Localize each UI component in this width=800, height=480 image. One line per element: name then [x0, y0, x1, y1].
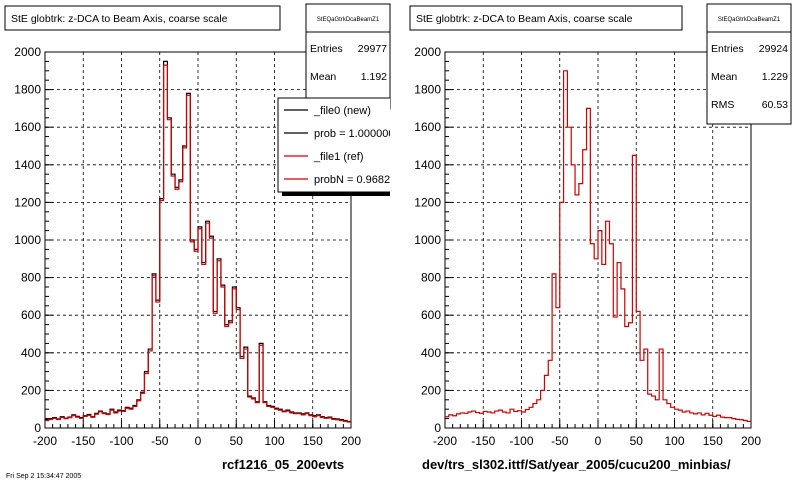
- stats-box: [706, 3, 792, 125]
- x-tick-label: -100: [109, 434, 133, 448]
- y-tick-label: 1200: [14, 195, 41, 209]
- x-tick-label: 50: [630, 434, 644, 448]
- y-tick-label: 1800: [414, 83, 441, 97]
- stats-value: 1.192: [361, 71, 387, 83]
- legend-box: [277, 97, 390, 193]
- stats-label: Mean: [310, 71, 336, 83]
- legend-entry-label: _file0 (new): [313, 105, 371, 117]
- x-tick-label: -50: [151, 434, 169, 448]
- y-tick-label: 1400: [14, 158, 41, 172]
- legend-entry-label: probN = 0.968221: [314, 174, 402, 186]
- y-tick-label: 1600: [414, 120, 441, 134]
- stats-value: 29977: [358, 43, 387, 55]
- chart-panel-1: -200 -150 -100 -50 0 50 100 150 2000200400600800…: [4, 3, 402, 480]
- y-tick-label: 0: [434, 421, 441, 435]
- stats-box: [305, 3, 391, 110]
- x-tick-label: 0: [195, 434, 202, 448]
- histogram-series-2: [45, 64, 351, 423]
- y-tick-label: 1600: [14, 120, 41, 134]
- x-tick-label: 100: [664, 434, 684, 448]
- stats-label: Entries: [711, 43, 744, 55]
- stats-value: 60.53: [762, 99, 788, 111]
- legend-entry-label: _file1 (ref): [313, 151, 364, 163]
- x-axis-label: rcf1216_05_200evts: [222, 457, 344, 472]
- x-tick-label: 200: [741, 434, 761, 448]
- stats-value: 1.229: [762, 71, 788, 83]
- x-tick-label: 0: [595, 434, 602, 448]
- y-tick-label: 0: [34, 421, 41, 435]
- x-tick-label: 100: [264, 434, 284, 448]
- chart-title: StE globtrk: z-DCA to Beam Axis, coarse …: [11, 13, 228, 25]
- chart-title: StE globtrk: z-DCA to Beam Axis, coarse …: [416, 13, 633, 25]
- y-tick-label: 1000: [414, 233, 441, 247]
- x-tick-label: 200: [341, 434, 361, 448]
- legend-entry-label: prob = 1.000000: [314, 128, 394, 140]
- x-tick-label: -100: [509, 434, 533, 448]
- chart-panel-2: -200 -150 -100 -50 0 50 100 150 2000200400600800…: [409, 3, 792, 472]
- y-tick-label: 600: [421, 308, 441, 322]
- stats-label: Entries: [310, 43, 343, 55]
- chart-title-box: [4, 5, 281, 31]
- histogram-series-1: [445, 70, 751, 423]
- x-axis-label: dev/trs_sl302.ittf/Sat/year_2005/cucu200…: [422, 457, 731, 472]
- chart-title-box: [409, 5, 683, 31]
- y-tick-label: 800: [21, 271, 41, 285]
- y-tick-label: 800: [421, 271, 441, 285]
- x-tick-label: -150: [71, 434, 95, 448]
- y-tick-label: 1200: [414, 195, 441, 209]
- stats-box-name: StEQaGtrkDcaBeamZ1: [718, 17, 781, 23]
- x-tick-label: -200: [433, 434, 457, 448]
- y-tick-label: 1800: [14, 83, 41, 97]
- y-tick-label: 400: [21, 346, 41, 360]
- y-tick-label: 400: [421, 346, 441, 360]
- y-tick-label: 2000: [414, 45, 441, 59]
- y-tick-label: 200: [21, 383, 41, 397]
- stats-box-name: StEQaGtrkDcaBeamZ1: [317, 17, 380, 23]
- y-tick-label: 600: [21, 308, 41, 322]
- y-tick-label: 2000: [14, 45, 41, 59]
- y-tick-label: 200: [421, 383, 441, 397]
- stats-label: RMS: [711, 99, 734, 111]
- x-tick-label: 150: [303, 434, 323, 448]
- x-tick-label: -50: [551, 434, 569, 448]
- x-tick-label: 150: [703, 434, 723, 448]
- stats-label: Mean: [711, 71, 737, 83]
- footer-timestamp: Fri Sep 2 15:34:47 2005: [6, 473, 81, 480]
- y-tick-label: 1000: [14, 233, 41, 247]
- stats-value: 29924: [759, 43, 788, 55]
- legend: _file0 (new) prob = 1.000000 _file1 (ref) p…: [277, 97, 402, 196]
- x-tick-label: -150: [471, 434, 495, 448]
- y-tick-label: 1400: [414, 158, 441, 172]
- x-tick-label: 50: [230, 434, 244, 448]
- x-tick-label: -200: [33, 434, 57, 448]
